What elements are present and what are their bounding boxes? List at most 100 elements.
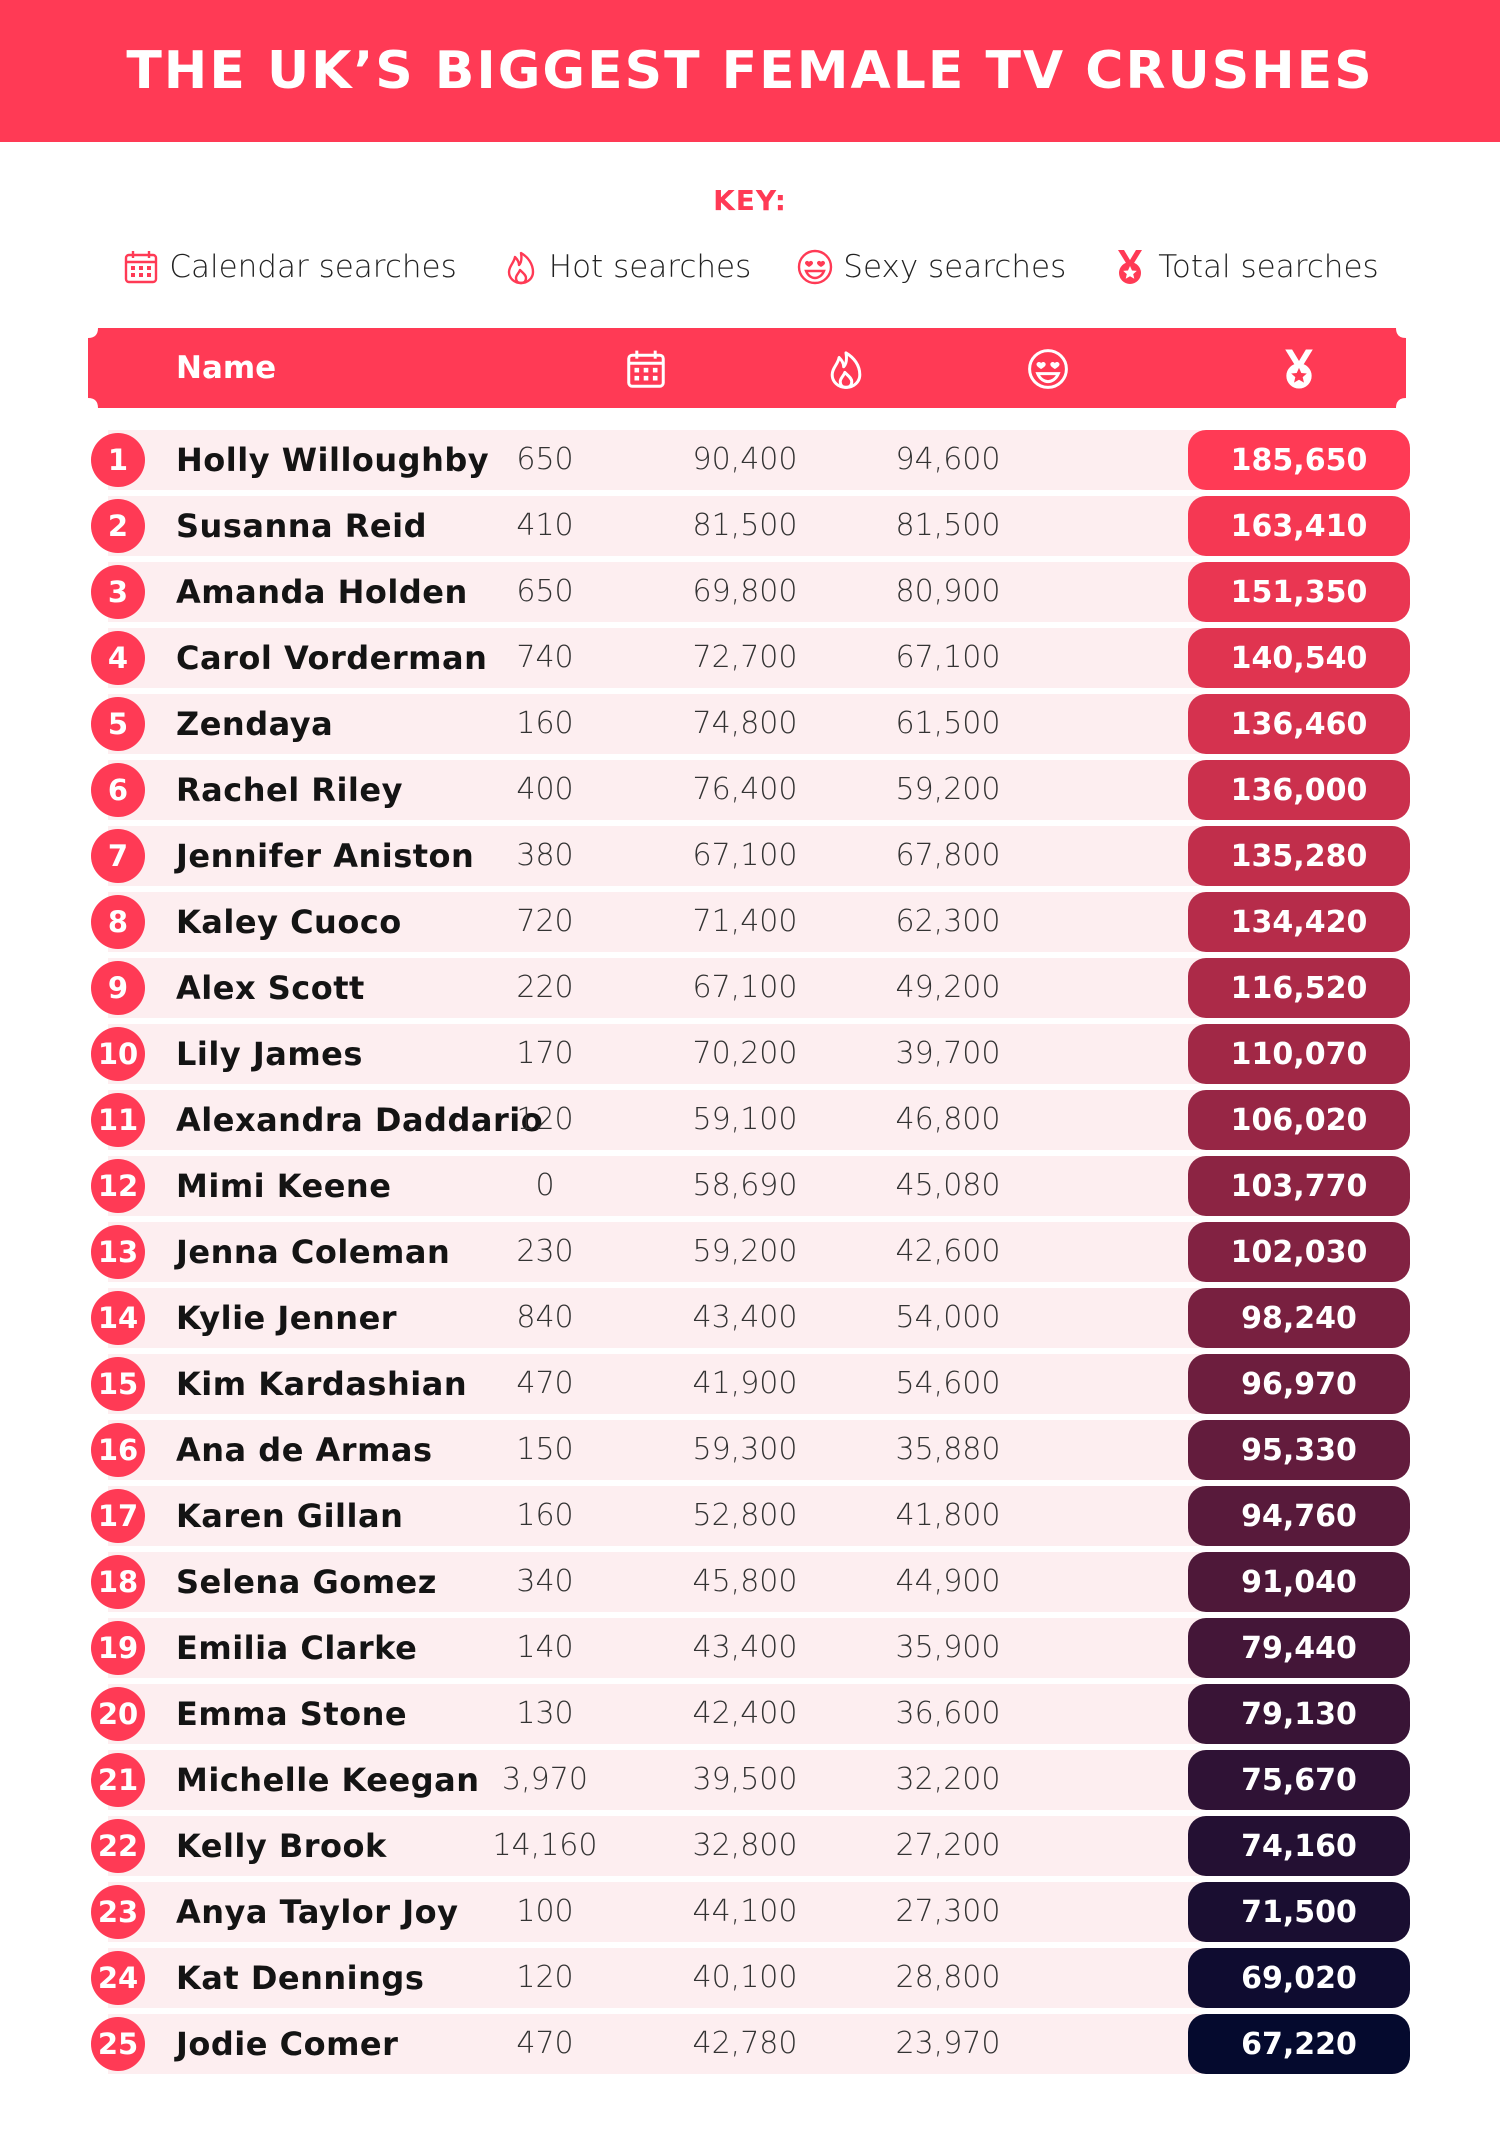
table-row: 3 Amanda Holden 650 69,800 80,900 151,350 <box>88 562 1410 622</box>
rank-badge: 13 <box>91 1225 145 1279</box>
calendar-searches-value: 170 <box>516 1036 574 1071</box>
hot-searches-value: 70,200 <box>692 1036 798 1071</box>
row-stripe <box>108 1024 1398 1084</box>
table-row: 19 Emilia Clarke 140 43,400 35,900 79,440 <box>88 1618 1410 1678</box>
total-searches-value: 136,000 <box>1188 760 1410 820</box>
calendar-searches-value: 220 <box>516 970 574 1005</box>
sexy-searches-value: 80,900 <box>895 574 1001 609</box>
hot-searches-value: 42,780 <box>692 2026 798 2061</box>
sexy-searches-value: 39,700 <box>895 1036 1001 1071</box>
column-header-name: Name <box>176 350 277 386</box>
total-searches-value: 91,040 <box>1188 1552 1410 1612</box>
title-banner: THE UK’S BIGGEST FEMALE TV CRUSHES <box>0 0 1500 142</box>
hot-searches-value: 72,700 <box>692 640 798 675</box>
celebrity-name: Zendaya <box>176 705 334 743</box>
hot-searches-value: 43,400 <box>692 1630 798 1665</box>
calendar-searches-value: 470 <box>516 2026 574 2061</box>
sexy-searches-value: 41,800 <box>895 1498 1001 1533</box>
calendar-icon <box>627 350 665 388</box>
total-searches-value: 106,020 <box>1188 1090 1410 1150</box>
celebrity-name: Selena Gomez <box>176 1563 437 1601</box>
rank-badge: 16 <box>91 1423 145 1477</box>
row-stripe <box>108 496 1398 556</box>
sexy-searches-value: 27,300 <box>895 1894 1001 1929</box>
calendar-searches-value: 230 <box>516 1234 574 1269</box>
celebrity-name: Karen Gillan <box>176 1497 404 1535</box>
row-stripe <box>108 1156 1398 1216</box>
heart-eyes-icon <box>798 249 833 285</box>
hot-searches-value: 32,800 <box>692 1828 798 1863</box>
calendar-searches-value: 120 <box>516 1960 574 1995</box>
hot-searches-value: 90,400 <box>692 442 798 477</box>
row-stripe <box>108 628 1398 688</box>
row-stripe <box>108 1618 1398 1678</box>
sexy-searches-value: 67,800 <box>895 838 1001 873</box>
medal-icon <box>1285 349 1313 389</box>
rank-badge: 4 <box>91 631 145 685</box>
row-stripe <box>108 1552 1398 1612</box>
table-row: 18 Selena Gomez 340 45,800 44,900 91,040 <box>88 1552 1410 1612</box>
rank-badge: 2 <box>91 499 145 553</box>
hot-searches-value: 43,400 <box>692 1300 798 1335</box>
sexy-searches-value: 46,800 <box>895 1102 1001 1137</box>
rank-badge: 14 <box>91 1291 145 1345</box>
row-stripe <box>108 826 1398 886</box>
key-title: KEY: <box>713 184 787 217</box>
page-title: THE UK’S BIGGEST FEMALE TV CRUSHES <box>126 41 1374 101</box>
row-stripe <box>108 1684 1398 1744</box>
rank-badge: 7 <box>91 829 145 883</box>
calendar-searches-value: 120 <box>516 1102 574 1137</box>
table-row: 6 Rachel Riley 400 76,400 59,200 136,000 <box>88 760 1410 820</box>
heart-eyes-icon <box>1028 349 1068 389</box>
medal-icon <box>1118 250 1143 284</box>
total-searches-value: 103,770 <box>1188 1156 1410 1216</box>
table-row: 8 Kaley Cuoco 720 71,400 62,300 134,420 <box>88 892 1410 952</box>
table-row: 9 Alex Scott 220 67,100 49,200 116,520 <box>88 958 1410 1018</box>
celebrity-name: Holly Willoughby <box>176 441 490 479</box>
table-row: 14 Kylie Jenner 840 43,400 54,000 98,240 <box>88 1288 1410 1348</box>
hot-searches-value: 81,500 <box>692 508 798 543</box>
row-stripe <box>108 2014 1398 2074</box>
row-stripe <box>108 1882 1398 1942</box>
key-label-hot: Hot searches <box>548 249 752 285</box>
celebrity-name: Kaley Cuoco <box>176 903 402 941</box>
table-header: Name <box>88 328 1406 408</box>
sexy-searches-value: 54,600 <box>895 1366 1001 1401</box>
total-searches-value: 163,410 <box>1188 496 1410 556</box>
row-stripe <box>108 1750 1398 1810</box>
calendar-searches-value: 720 <box>516 904 574 939</box>
sexy-searches-value: 36,600 <box>895 1696 1001 1731</box>
key-label-sexy: Sexy searches <box>843 249 1067 285</box>
total-searches-value: 67,220 <box>1188 2014 1410 2074</box>
celebrity-name: Jodie Comer <box>176 2025 399 2063</box>
rank-badge: 15 <box>91 1357 145 1411</box>
total-searches-value: 185,650 <box>1188 430 1410 490</box>
celebrity-name: Susanna Reid <box>176 507 427 545</box>
row-stripe <box>108 1420 1398 1480</box>
calendar-searches-value: 150 <box>516 1432 574 1467</box>
rank-badge: 3 <box>91 565 145 619</box>
flame-icon <box>830 351 862 389</box>
hot-searches-value: 41,900 <box>692 1366 798 1401</box>
hot-searches-value: 40,100 <box>692 1960 798 1995</box>
celebrity-name: Ana de Armas <box>176 1431 433 1469</box>
key-item-calendar: Calendar searches <box>121 247 457 287</box>
row-stripe <box>108 1222 1398 1282</box>
rank-badge: 6 <box>91 763 145 817</box>
row-stripe <box>108 1486 1398 1546</box>
calendar-icon <box>125 251 158 284</box>
total-searches-value: 74,160 <box>1188 1816 1410 1876</box>
key-legend: Calendar searches Hot searches Sexy sear… <box>0 242 1500 292</box>
row-stripe <box>108 694 1398 754</box>
key-item-sexy: Sexy searches <box>795 247 1066 287</box>
celebrity-name: Carol Vorderman <box>176 639 488 677</box>
rank-badge: 20 <box>91 1687 145 1741</box>
calendar-searches-value: 340 <box>516 1564 574 1599</box>
rank-badge: 18 <box>91 1555 145 1609</box>
flame-icon <box>507 251 534 285</box>
rank-badge: 23 <box>91 1885 145 1939</box>
table-row: 7 Jennifer Aniston 380 67,100 67,800 135,280 <box>88 826 1410 886</box>
rank-badge: 25 <box>91 2017 145 2071</box>
celebrity-name: Emma Stone <box>176 1695 408 1733</box>
rank-badge: 17 <box>91 1489 145 1543</box>
